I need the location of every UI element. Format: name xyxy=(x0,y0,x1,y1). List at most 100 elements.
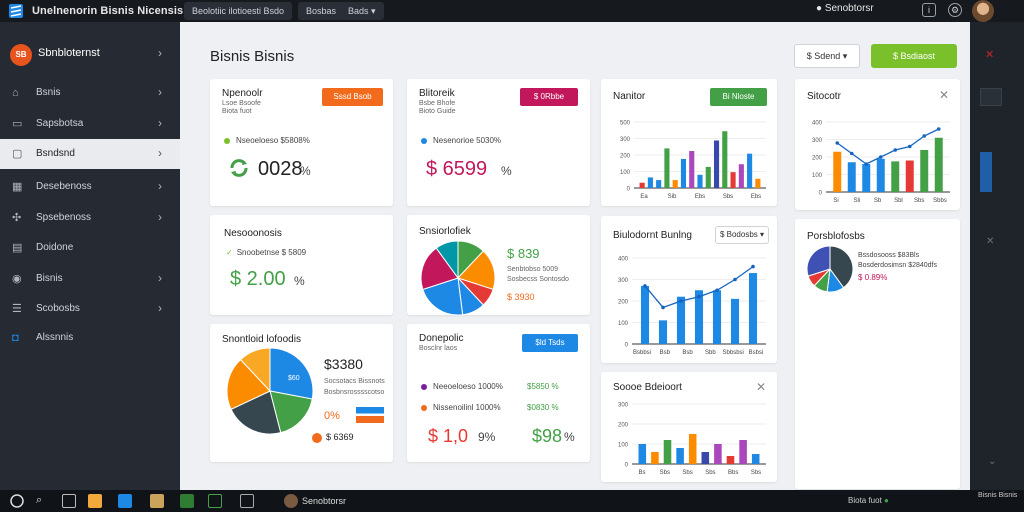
trend-point xyxy=(661,305,665,310)
app-icon[interactable] xyxy=(240,494,254,508)
task-view-icon[interactable] xyxy=(62,494,76,508)
app-icon[interactable] xyxy=(208,494,222,508)
card-action-button[interactable]: Bi Nloste xyxy=(710,88,767,106)
primary-button[interactable]: $ Bsdiaost xyxy=(871,44,957,68)
trend-point xyxy=(864,162,869,166)
sidebar-item-2[interactable]: ▭ Sapsbotsa › xyxy=(0,109,180,139)
sidebar-item-5[interactable]: ✣ Spsebenoss › xyxy=(0,203,180,233)
card-action-button[interactable]: $ 0Rbbe xyxy=(520,88,578,106)
bar xyxy=(891,161,900,192)
avatar[interactable] xyxy=(284,494,298,508)
card-subtitle: Bioto Guide xyxy=(419,108,456,115)
pie-label: Socsotacs Bissnots xyxy=(324,378,385,385)
kpi-unit: 9% xyxy=(478,430,496,444)
legend-label: Nesenorioe 5030% xyxy=(433,136,502,145)
pie-value: $ 839 xyxy=(507,246,540,261)
tab-label: Bosbas xyxy=(306,6,337,16)
sidebar-item-6[interactable]: ▤ Doidone xyxy=(0,233,180,263)
combo-chart-2: 0 100 200 300 400 Bsbbsi Bsb Bsb Sbb Sbbsbsi Bsbsi xyxy=(618,257,766,356)
refresh-icon xyxy=(228,156,250,180)
excel-icon[interactable] xyxy=(180,494,194,508)
pie-label: $ 0.89% xyxy=(858,273,888,282)
bar xyxy=(833,151,842,192)
bar xyxy=(640,285,650,344)
clock: Bisnis Bisnis xyxy=(978,492,1018,499)
tab-1[interactable]: Beolotiic ilotioesti Bsdo xyxy=(184,2,293,20)
trend-point xyxy=(679,299,683,303)
chevron-right-icon: › xyxy=(158,179,162,193)
trend-point xyxy=(715,288,719,293)
tab-2[interactable]: Bosbas xyxy=(298,2,345,20)
card-action-button[interactable]: $ld Tsds xyxy=(522,334,578,352)
taskbar-user[interactable]: Senobtorsr xyxy=(302,496,347,506)
tab-3[interactable]: Bads ▾ xyxy=(340,2,384,20)
sidebar-item-3[interactable]: ▢ Bsndsnd › xyxy=(0,139,180,169)
legend-item: Nissenoilinl 1000% xyxy=(421,403,501,412)
y-tick-label: 100 xyxy=(618,443,629,449)
bar xyxy=(905,160,914,192)
x-tick-label: Sbs xyxy=(682,470,692,476)
legend-label: Nissenoilinl 1000% xyxy=(433,403,501,412)
bar-chart-2: 0 100 200 300 Bs Sbs Sbs Sbs Bbs Sbs xyxy=(618,403,766,476)
sidebar-item-label: Desebenoss xyxy=(36,181,92,192)
folder-icon[interactable] xyxy=(88,494,102,508)
tab-label: Bads xyxy=(348,6,369,16)
bar xyxy=(647,177,653,188)
sidebar-item-7[interactable]: ◉ Bisnis › xyxy=(0,264,180,294)
sidebar-item-8[interactable]: ☰ Scobosbs › xyxy=(0,294,180,324)
close-icon[interactable]: ✕ xyxy=(986,236,995,247)
x-tick-label: Ebs xyxy=(751,194,761,200)
pie-slice xyxy=(806,245,831,277)
sidebar-item-label: Bsnis xyxy=(36,87,61,98)
x-tick-label: Sbb xyxy=(705,350,716,356)
chevron-down-icon[interactable]: ⌄ xyxy=(988,456,997,467)
avatar[interactable] xyxy=(972,0,994,22)
pie-label-text: $ 6369 xyxy=(326,432,354,442)
sidebar-item-9[interactable]: ◘ Alssnnis xyxy=(0,323,180,353)
panel-button[interactable] xyxy=(980,88,1002,106)
x-tick-label: Sbl xyxy=(894,198,903,204)
pie-slice xyxy=(435,240,459,280)
legend-value: $0830 % xyxy=(527,403,559,412)
bar xyxy=(713,140,720,188)
x-tick-label: Sbs xyxy=(660,470,670,476)
bar xyxy=(920,150,929,192)
close-icon[interactable]: ✕ xyxy=(985,49,995,61)
puzzle-icon: ✣ xyxy=(12,212,22,224)
bar xyxy=(714,444,722,464)
legend-label: Nseoeloeso $5808% xyxy=(236,136,310,145)
card-subtitle: Bosclnr laos xyxy=(419,345,458,352)
brand-label[interactable]: Sbnbloternst xyxy=(38,47,100,59)
chart-dropdown[interactable]: $ Bodosbs ▾ xyxy=(715,226,769,244)
store-icon[interactable] xyxy=(150,494,164,508)
check-icon: ✓ xyxy=(226,248,233,257)
legend-item: Nseoeloeso $5808% xyxy=(224,136,310,145)
x-tick-label: Ebs xyxy=(695,194,705,200)
close-icon[interactable]: ✕ xyxy=(939,88,950,102)
chevron-right-icon[interactable]: › xyxy=(158,46,162,60)
bar xyxy=(689,151,695,188)
search-icon[interactable]: ⌕ xyxy=(36,494,43,506)
card-title: Soooe Bdeioort xyxy=(613,382,682,393)
pie-label: Senbtobso 5009 xyxy=(507,266,558,273)
doc-icon: ▢ xyxy=(12,148,23,160)
user-menu[interactable]: ● Senobtorsr xyxy=(816,3,874,14)
bar xyxy=(639,182,645,188)
mail-icon[interactable] xyxy=(118,494,132,508)
pie-label: 0% xyxy=(324,410,340,422)
taskbar xyxy=(0,490,1024,512)
settings-icon[interactable]: ⚙ xyxy=(948,3,962,17)
card-title: Blitoreik xyxy=(419,88,455,99)
sidebar-item-4[interactable]: ▦ Desebenoss › xyxy=(0,172,180,202)
period-dropdown[interactable]: $ Sdend ▾ xyxy=(794,44,860,68)
y-tick-label: 300 xyxy=(812,138,823,144)
windows-icon[interactable] xyxy=(10,494,24,508)
bar xyxy=(694,290,704,344)
card-action-button[interactable]: Sssd Bsob xyxy=(322,88,383,106)
bar xyxy=(862,164,871,192)
close-icon[interactable]: ✕ xyxy=(756,380,767,394)
info-icon[interactable]: i xyxy=(922,3,936,17)
x-tick-label: Sbbs xyxy=(933,198,947,204)
sidebar-item-1[interactable]: ⌂ Bsnis › xyxy=(0,78,180,108)
y-tick-label: 300 xyxy=(618,278,629,284)
